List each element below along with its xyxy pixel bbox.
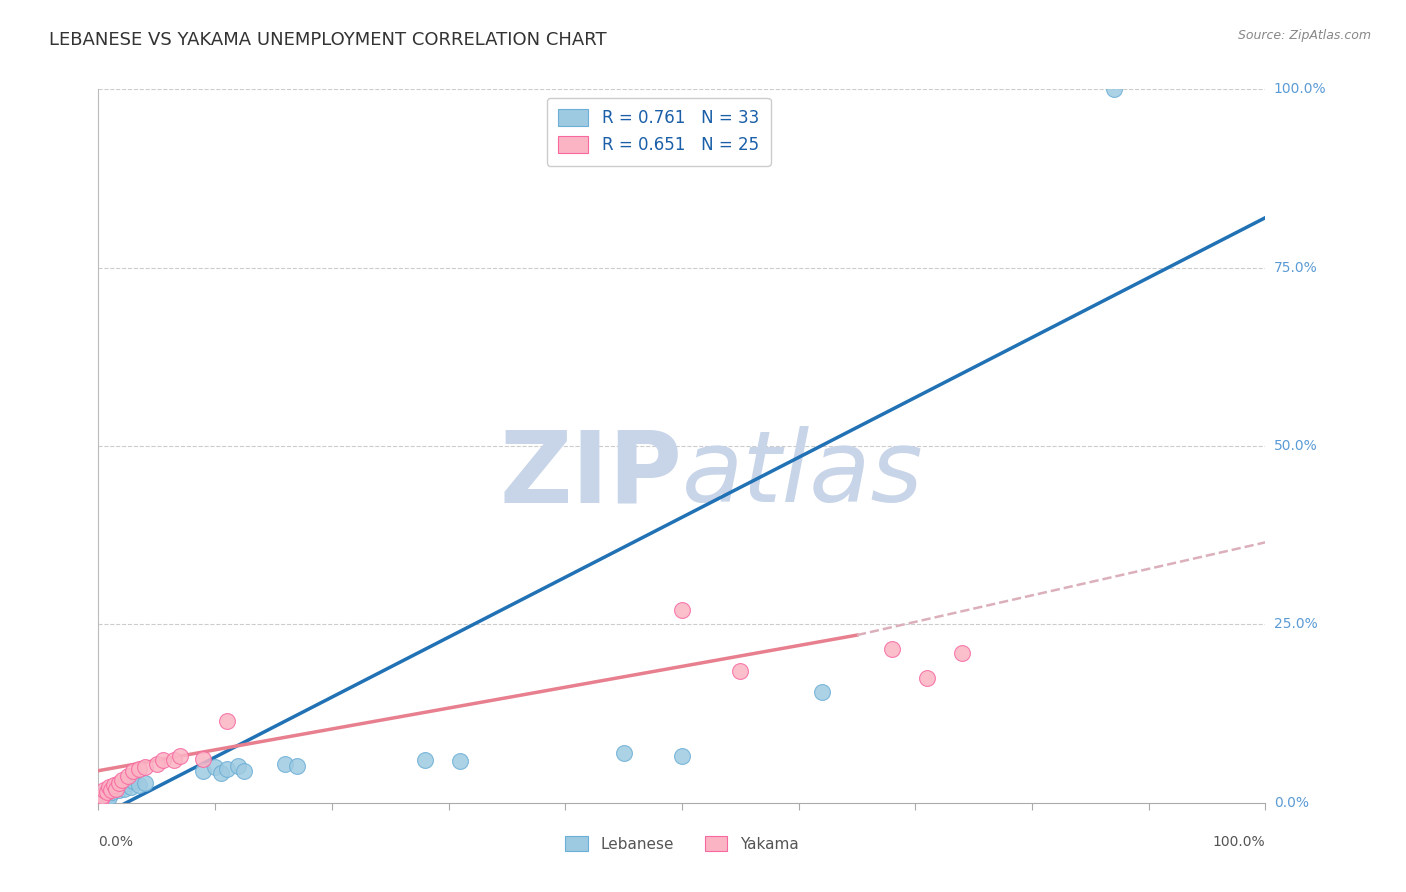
- Point: [146, 756, 169, 771]
- Point: [96, 785, 118, 799]
- Text: 0.0%: 0.0%: [1274, 796, 1309, 810]
- Point: [811, 685, 834, 699]
- Point: [134, 760, 156, 774]
- Text: 0.0%: 0.0%: [98, 835, 134, 849]
- Point: [101, 785, 124, 799]
- Point: [128, 762, 150, 776]
- Point: [122, 764, 145, 778]
- Point: [108, 783, 131, 797]
- Point: [730, 664, 752, 678]
- Point: [122, 774, 145, 789]
- Point: [90, 789, 112, 803]
- Legend: Lebanese, Yakama: Lebanese, Yakama: [558, 828, 806, 859]
- Point: [285, 758, 308, 772]
- Point: [98, 781, 121, 796]
- Point: [209, 765, 232, 780]
- Point: [671, 749, 693, 764]
- Point: [128, 778, 150, 792]
- Point: [117, 769, 139, 783]
- Point: [193, 751, 215, 765]
- Point: [91, 787, 114, 801]
- Point: [90, 790, 112, 805]
- Point: [90, 792, 112, 806]
- Point: [104, 780, 127, 794]
- Point: [163, 753, 186, 767]
- Point: [97, 780, 120, 794]
- Point: [117, 776, 139, 790]
- Point: [94, 785, 117, 799]
- Text: ZIP: ZIP: [499, 426, 682, 523]
- Point: [112, 781, 135, 796]
- Point: [90, 792, 112, 806]
- Point: [215, 714, 238, 728]
- Point: [413, 753, 436, 767]
- Point: [228, 758, 250, 772]
- Point: [915, 671, 938, 685]
- Point: [152, 753, 174, 767]
- Text: atlas: atlas: [682, 426, 924, 523]
- Point: [97, 783, 120, 797]
- Point: [880, 642, 903, 657]
- Text: 25.0%: 25.0%: [1274, 617, 1317, 632]
- Point: [96, 789, 118, 803]
- Text: 100.0%: 100.0%: [1213, 835, 1265, 849]
- Point: [111, 778, 134, 792]
- Point: [215, 762, 238, 776]
- Text: 50.0%: 50.0%: [1274, 439, 1317, 453]
- Point: [274, 756, 297, 771]
- Point: [169, 749, 191, 764]
- Point: [950, 646, 973, 660]
- Point: [671, 603, 693, 617]
- Text: 75.0%: 75.0%: [1274, 260, 1317, 275]
- Text: LEBANESE VS YAKAMA UNEMPLOYMENT CORRELATION CHART: LEBANESE VS YAKAMA UNEMPLOYMENT CORRELAT…: [49, 31, 607, 49]
- Point: [1102, 82, 1125, 96]
- Point: [449, 755, 471, 769]
- Text: Source: ZipAtlas.com: Source: ZipAtlas.com: [1237, 29, 1371, 42]
- Text: 100.0%: 100.0%: [1274, 82, 1326, 96]
- Point: [100, 783, 122, 797]
- Point: [97, 790, 120, 805]
- Point: [204, 760, 226, 774]
- Point: [613, 746, 636, 760]
- Point: [103, 778, 125, 792]
- Point: [111, 772, 134, 787]
- Point: [93, 792, 115, 806]
- Point: [120, 780, 142, 794]
- Point: [193, 764, 215, 778]
- Point: [134, 776, 156, 790]
- Point: [108, 776, 131, 790]
- Point: [104, 781, 127, 796]
- Point: [233, 764, 256, 778]
- Point: [93, 783, 115, 797]
